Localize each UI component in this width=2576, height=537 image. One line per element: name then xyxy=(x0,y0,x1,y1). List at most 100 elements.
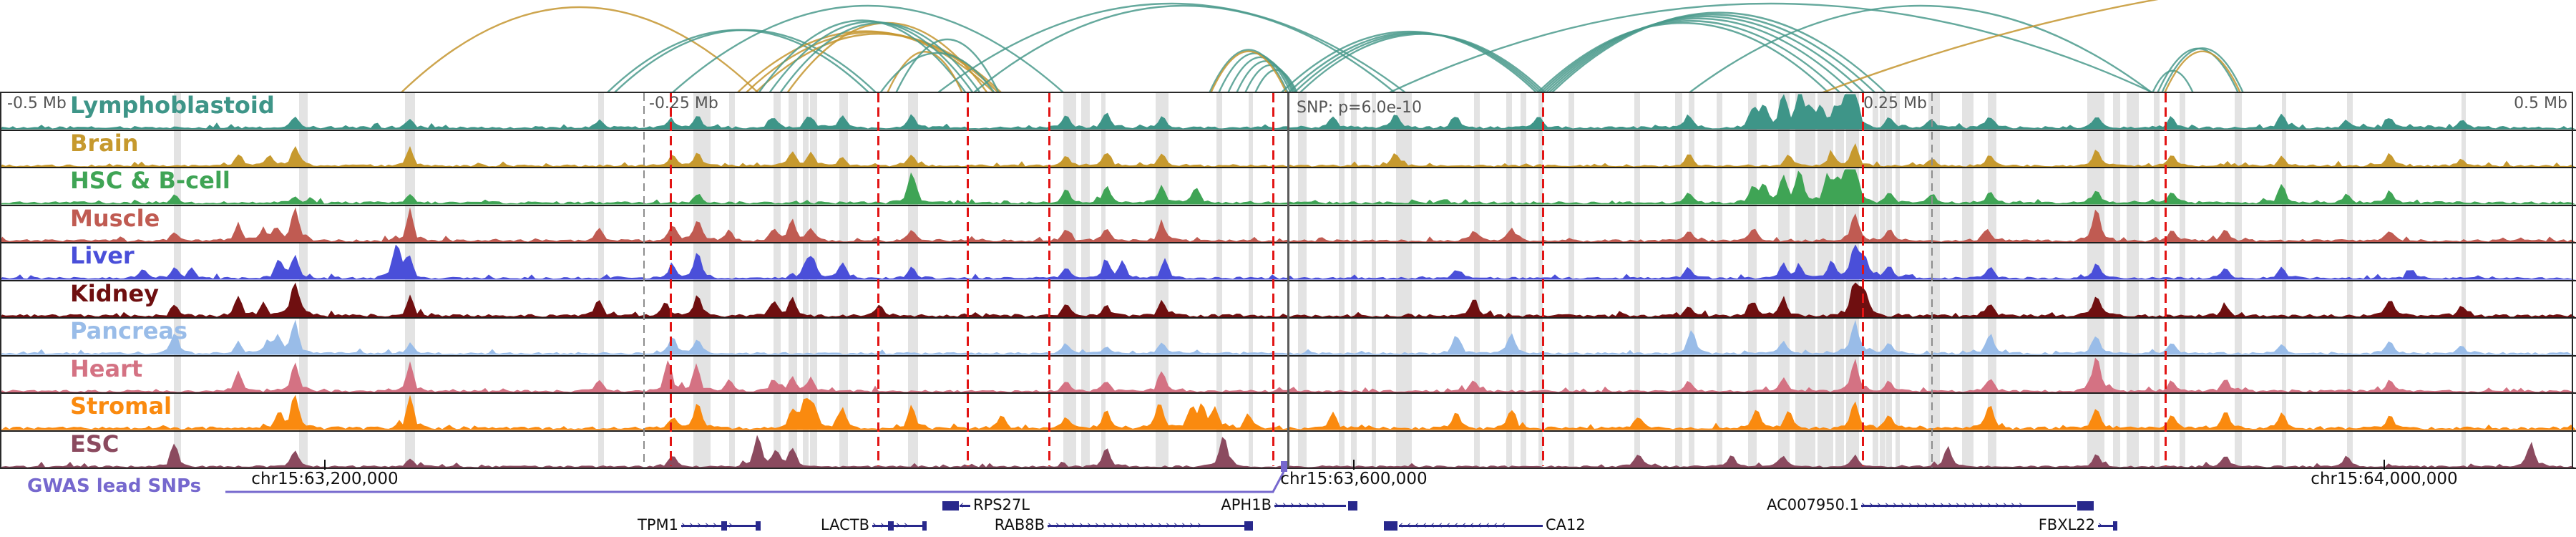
highlight-band xyxy=(1372,93,1376,469)
gwas-lead-snp-marker[interactable] xyxy=(1281,461,1287,472)
scale-label: -0.5 Mb xyxy=(7,95,67,112)
teal-interaction-arc[interactable] xyxy=(1235,60,1296,93)
gold-interaction-arc[interactable] xyxy=(2163,50,2242,93)
track-label: Stromal xyxy=(70,392,172,420)
track-label: Muscle xyxy=(70,204,160,232)
teal-interaction-arc[interactable] xyxy=(779,22,981,93)
scale-label: 0.25 Mb xyxy=(1863,95,1927,112)
gold-interaction-arc[interactable] xyxy=(1209,50,1288,93)
track-label: Kidney xyxy=(70,279,160,307)
highlight-band xyxy=(1896,93,1900,469)
axis-tick xyxy=(324,460,326,470)
scale-label: 0.5 Mb xyxy=(2514,95,2567,112)
gold-interaction-arc[interactable] xyxy=(754,33,1002,93)
red-dashed-boundary-line xyxy=(877,93,879,466)
teal-interaction-arc[interactable] xyxy=(1536,22,1830,93)
teal-interaction-arc[interactable] xyxy=(1208,49,1289,94)
teal-interaction-arc[interactable] xyxy=(937,2,1407,93)
gwas-lead-snps-label: GWAS lead SNPs xyxy=(27,475,202,497)
highlight-band xyxy=(1101,93,1106,469)
gene-name-label: TPM1 xyxy=(638,516,678,533)
highlight-band xyxy=(2282,93,2286,469)
signal-path xyxy=(0,282,2576,317)
strand-arrow-icons: ››››››››››››››››››››› xyxy=(1861,500,2026,510)
signal-plot[interactable] xyxy=(0,317,2576,355)
teal-interaction-arc[interactable] xyxy=(2160,47,2245,93)
teal-interaction-arc[interactable] xyxy=(1688,4,2153,93)
teal-interaction-arc[interactable] xyxy=(1293,32,1543,93)
axis-coordinate-label: chr15:63,200,000 xyxy=(251,470,399,488)
teal-interaction-arc[interactable] xyxy=(758,19,967,94)
gene-name-label: FBXL22 xyxy=(2038,516,2095,533)
signal-plot[interactable] xyxy=(0,430,2576,468)
gold-interaction-arc[interactable] xyxy=(400,6,759,93)
red-dashed-boundary-line xyxy=(1048,93,1050,466)
strand-arrow-icons: ››››››› xyxy=(681,520,736,530)
teal-interaction-arc[interactable] xyxy=(1551,11,1887,93)
gene-body-line xyxy=(1274,505,1346,507)
highlight-band xyxy=(810,93,817,469)
teal-interaction-arc[interactable] xyxy=(671,4,1065,93)
gwas-connector-line xyxy=(225,471,1285,493)
red-dashed-boundary-line xyxy=(1541,93,1544,466)
gold-interaction-arc[interactable] xyxy=(736,30,995,93)
highlight-band xyxy=(1873,93,1878,469)
teal-interaction-arc[interactable] xyxy=(1217,52,1292,93)
exon-box xyxy=(1244,521,1253,531)
exon-box xyxy=(942,500,959,511)
gene-name-label: AC007950.1 xyxy=(1767,496,1859,513)
teal-interaction-arc[interactable] xyxy=(769,21,974,93)
teal-interaction-arc[interactable] xyxy=(1539,20,1841,93)
teal-interaction-arc[interactable] xyxy=(1548,14,1876,93)
highlight-band xyxy=(2113,93,2120,469)
highlight-band xyxy=(2347,93,2353,469)
teal-interaction-arc[interactable] xyxy=(1299,33,1546,93)
snp-pvalue-annotation: SNP: p=6.0e-10 xyxy=(1297,99,1422,117)
red-dashed-boundary-line xyxy=(2164,93,2167,466)
teal-interaction-arc[interactable] xyxy=(1254,69,1299,93)
highlight-band xyxy=(1962,93,1974,469)
highlight-band xyxy=(729,93,735,469)
teal-interaction-arc[interactable] xyxy=(894,39,1000,93)
highlight-band xyxy=(1538,93,1543,469)
signal-plot[interactable] xyxy=(0,205,2576,243)
highlight-band xyxy=(1216,93,1222,469)
quarter-mb-guide-line xyxy=(1931,93,1933,468)
gene-body-line xyxy=(960,505,970,507)
teal-interaction-arc[interactable] xyxy=(1280,30,1538,93)
gold-interaction-arc[interactable] xyxy=(886,51,964,93)
highlight-band xyxy=(598,93,604,469)
gene-body-line xyxy=(1861,505,2076,507)
highlight-band xyxy=(1795,93,1815,469)
exon-box xyxy=(888,521,894,531)
track-label: Lymphoblastoid xyxy=(70,92,275,119)
gold-interaction-arc[interactable] xyxy=(1820,0,2576,93)
teal-interaction-arc[interactable] xyxy=(972,4,1396,93)
signal-path xyxy=(0,319,2576,355)
axis-tick xyxy=(1353,460,1355,470)
teal-interaction-arc[interactable] xyxy=(2156,47,2240,93)
red-dashed-boundary-line xyxy=(669,93,672,466)
gene-name-label: APH1B xyxy=(1221,496,1272,513)
teal-interaction-arc[interactable] xyxy=(1226,56,1294,93)
highlight-band xyxy=(2235,93,2242,469)
track-label: Heart xyxy=(70,354,143,382)
gene-body-line xyxy=(2098,525,2117,527)
teal-interaction-arc[interactable] xyxy=(1387,2,2155,93)
highlight-band xyxy=(2154,93,2160,469)
highlight-band xyxy=(1675,93,1682,469)
signal-plot[interactable] xyxy=(0,280,2576,318)
exon-box xyxy=(922,521,927,531)
highlight-band xyxy=(1634,93,1640,469)
gene-body-line xyxy=(1048,525,1252,527)
teal-interaction-arc[interactable] xyxy=(879,52,995,93)
strand-arrow-icons: › xyxy=(2098,520,2106,530)
highlight-band xyxy=(1568,93,1574,469)
teal-interaction-arc[interactable] xyxy=(1545,15,1865,93)
teal-interaction-arc[interactable] xyxy=(613,29,877,93)
highlight-band xyxy=(1351,93,1357,469)
exon-box xyxy=(1384,521,1397,531)
gene-body-line xyxy=(681,525,761,527)
highlight-band xyxy=(2127,93,2139,469)
teal-interaction-arc[interactable] xyxy=(1542,17,1854,93)
